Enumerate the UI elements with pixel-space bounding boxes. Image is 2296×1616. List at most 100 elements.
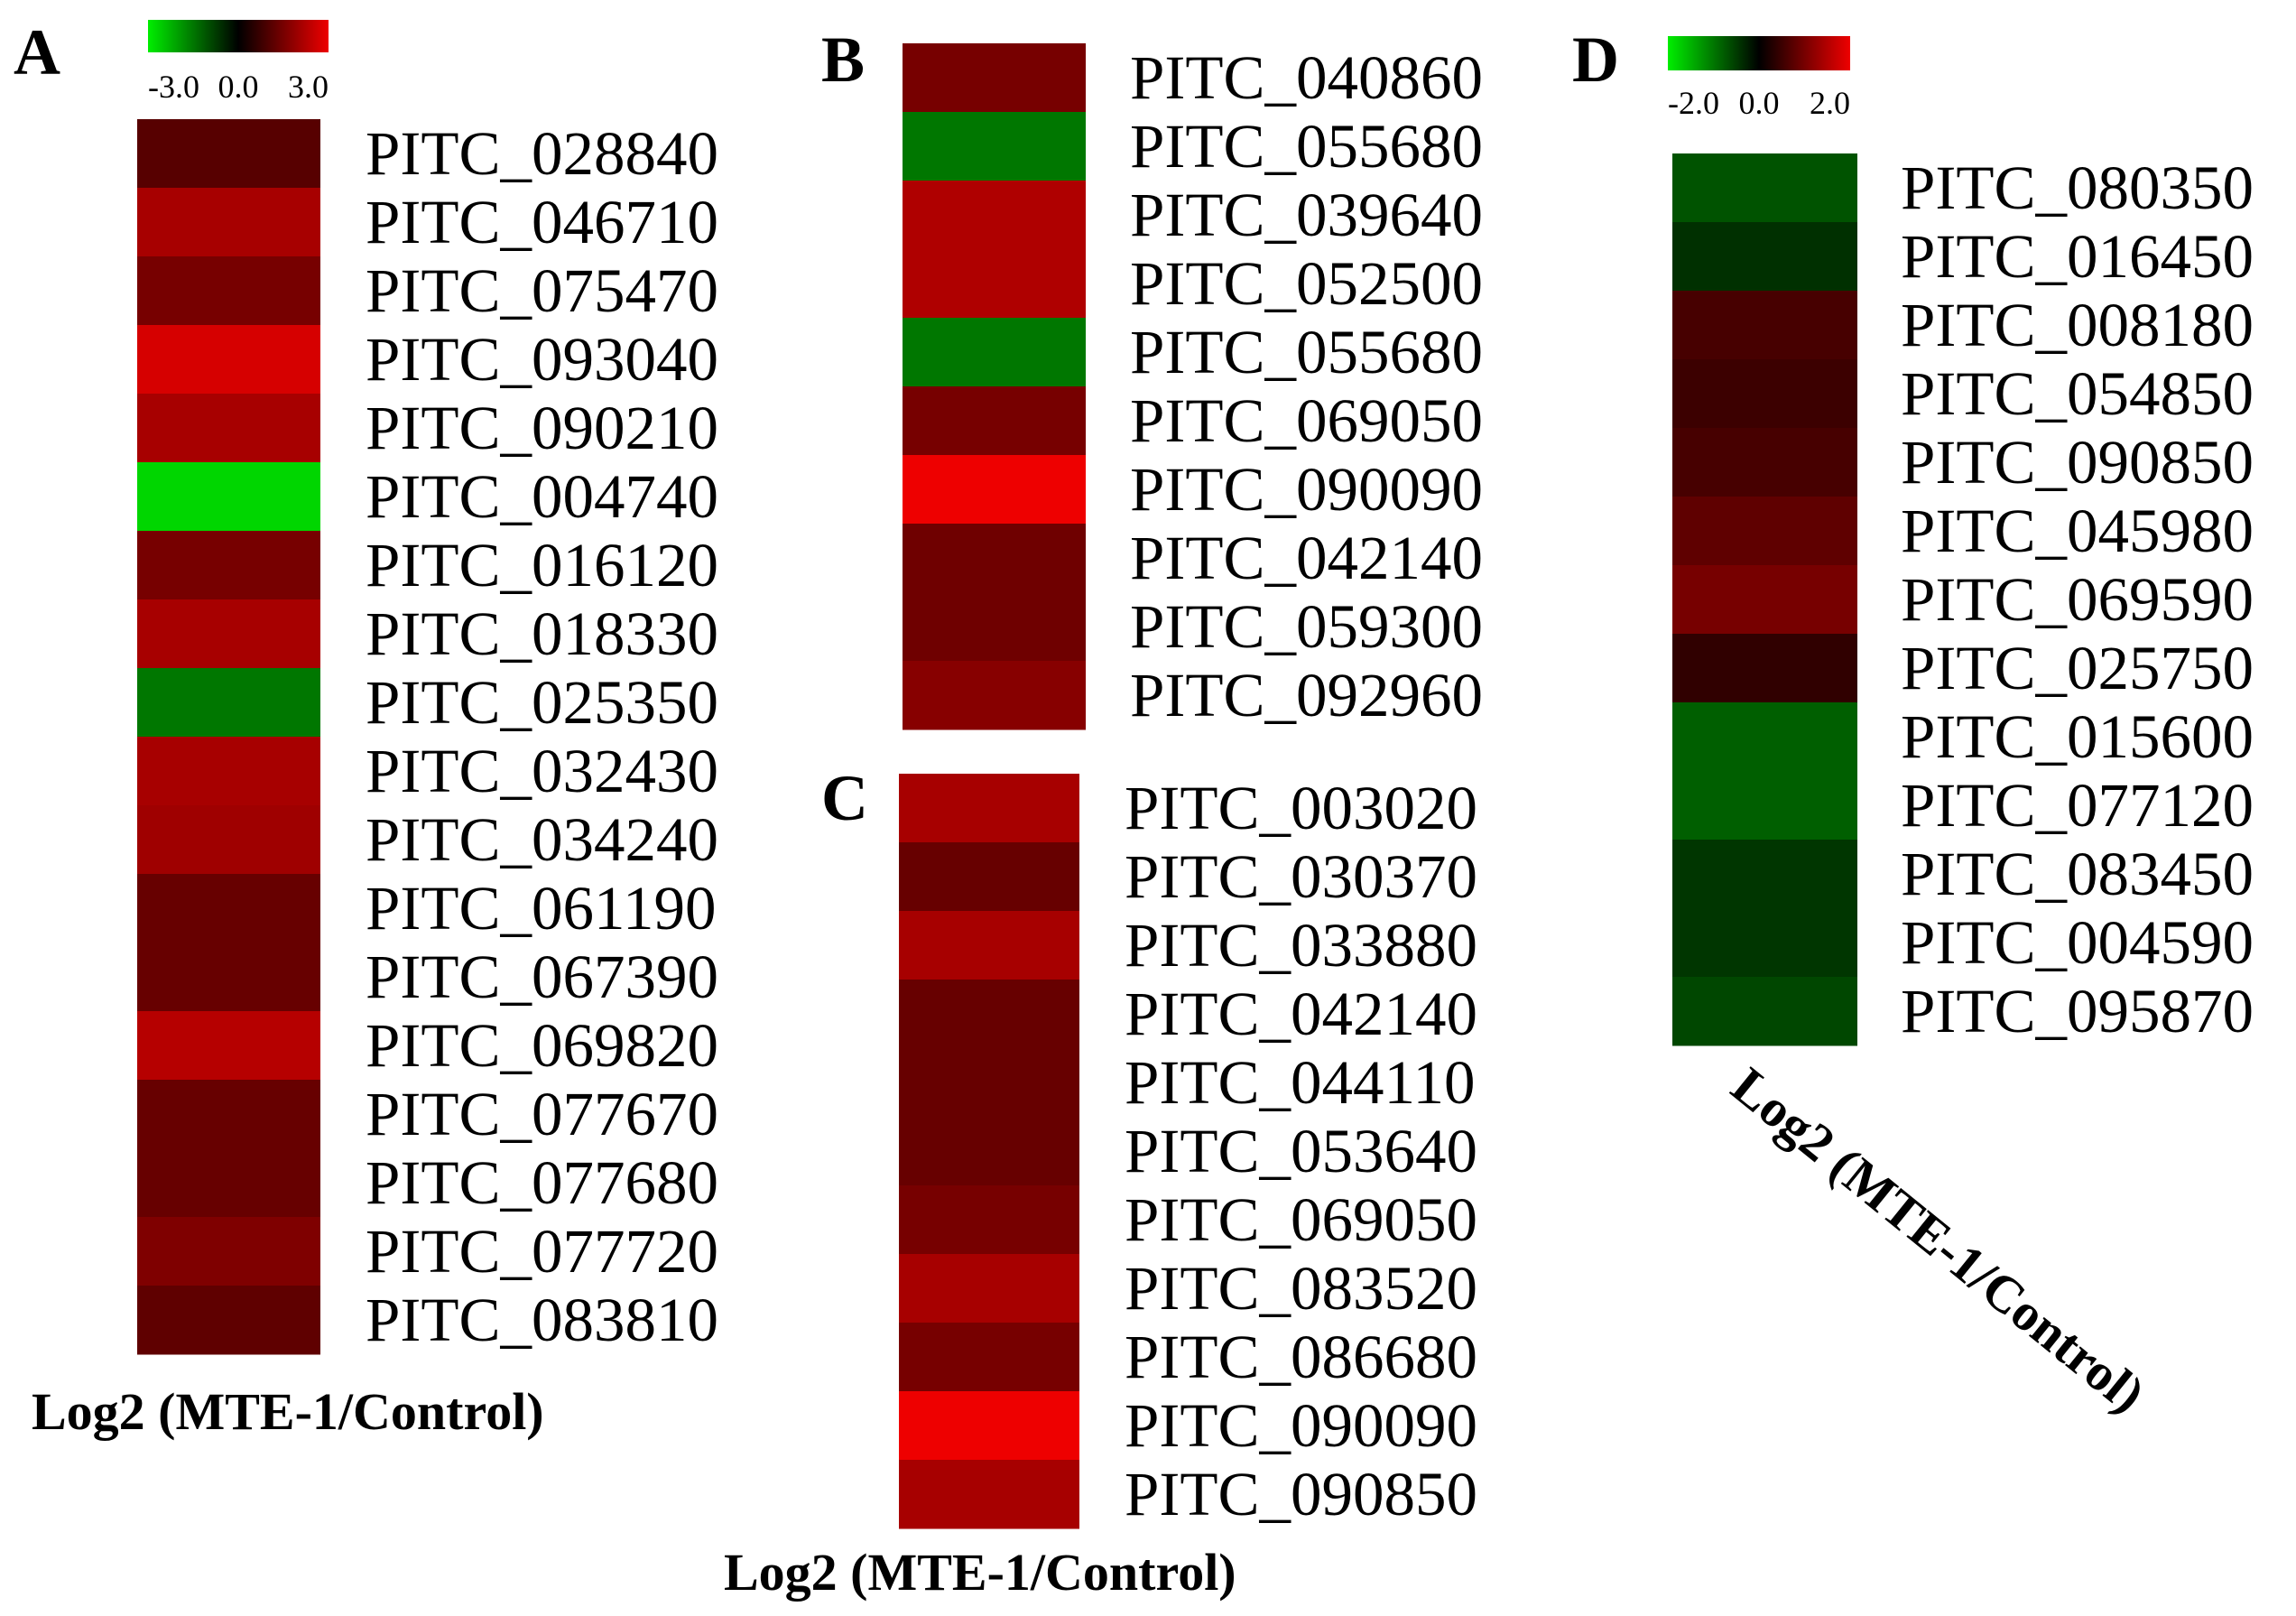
heatmap-cell-c-1 — [899, 774, 1079, 843]
gene-label-c-5: PITC_044110 — [1125, 1048, 1475, 1117]
heatmap-cell-a-18 — [137, 1286, 320, 1355]
heatmap-cell-a-16 — [137, 1148, 320, 1218]
legend-a-bar — [148, 20, 329, 52]
heatmap-cell-c-5 — [899, 1048, 1079, 1118]
gene-label-d-8: PITC_025750 — [1901, 634, 2254, 702]
gene-label-b-2: PITC_055680 — [1130, 112, 1483, 181]
heatmap-panel-c: PITC_003020PITC_030370PITC_033880PITC_04… — [899, 774, 1477, 1529]
gene-label-d-3: PITC_008180 — [1901, 291, 2254, 359]
heatmap-cell-c-2 — [899, 842, 1079, 912]
heatmap-cell-a-1 — [137, 119, 320, 189]
legend-d-mid: 0.0 — [1739, 85, 1780, 121]
panel-d-value-label: Log2 (MTE-1/Control) — [1721, 1056, 2156, 1425]
gene-label-b-5: PITC_055680 — [1130, 318, 1483, 386]
heatmap-cell-d-6 — [1672, 497, 1857, 566]
gene-label-a-13: PITC_067390 — [366, 943, 718, 1011]
gene-label-a-2: PITC_046710 — [366, 188, 718, 256]
heatmap-cell-c-7 — [899, 1185, 1079, 1255]
gene-label-a-12: PITC_061190 — [366, 874, 716, 943]
gene-label-c-3: PITC_033880 — [1125, 911, 1477, 980]
gene-label-a-10: PITC_032430 — [366, 737, 718, 805]
heatmap-cell-a-10 — [137, 737, 320, 806]
heatmap-cell-a-5 — [137, 394, 320, 463]
heatmap-cell-b-10 — [903, 661, 1086, 730]
gene-label-b-9: PITC_059300 — [1130, 592, 1483, 661]
gene-label-d-1: PITC_080350 — [1901, 153, 2254, 222]
gene-label-d-5: PITC_090850 — [1901, 428, 2254, 497]
heatmap-cell-c-10 — [899, 1391, 1079, 1461]
heatmap-cell-d-5 — [1672, 428, 1857, 497]
heatmap-panel-d: PITC_080350PITC_016450PITC_008180PITC_05… — [1672, 153, 2254, 1046]
heatmap-cell-d-7 — [1672, 565, 1857, 635]
gene-label-d-10: PITC_077120 — [1901, 771, 2254, 840]
gene-label-a-14: PITC_069820 — [366, 1011, 718, 1080]
legend-a-min: -3.0 — [148, 69, 199, 105]
heatmap-cell-b-9 — [903, 592, 1086, 662]
heatmap-cell-b-6 — [903, 386, 1086, 456]
heatmap-cell-d-10 — [1672, 771, 1857, 841]
legend-a-max: 3.0 — [288, 69, 329, 105]
heatmap-cell-b-5 — [903, 318, 1086, 387]
heatmap-cell-d-13 — [1672, 977, 1857, 1046]
heatmap-cell-d-3 — [1672, 291, 1857, 360]
gene-label-a-5: PITC_090210 — [366, 394, 718, 462]
heatmap-cell-c-9 — [899, 1323, 1079, 1392]
panel-label-c: C — [821, 762, 868, 834]
gene-label-a-3: PITC_075470 — [366, 256, 718, 325]
heatmap-cell-a-7 — [137, 531, 320, 600]
heatmap-cell-b-3 — [903, 181, 1086, 250]
gene-label-a-4: PITC_093040 — [366, 325, 718, 394]
heatmap-cell-a-8 — [137, 599, 320, 669]
gene-label-a-15: PITC_077670 — [366, 1080, 718, 1148]
gene-label-c-1: PITC_003020 — [1125, 774, 1477, 842]
legend-a: -3.0 0.0 3.0 — [148, 20, 329, 105]
gene-label-d-12: PITC_004590 — [1901, 908, 2254, 977]
gene-label-a-8: PITC_018330 — [366, 599, 718, 668]
heatmap-panel-b: PITC_040860PITC_055680PITC_039640PITC_05… — [903, 43, 1483, 730]
heatmap-cell-c-4 — [899, 980, 1079, 1049]
heatmap-panel-a: PITC_028840PITC_046710PITC_075470PITC_09… — [137, 119, 718, 1355]
panel-label-d: D — [1572, 23, 1619, 96]
heatmap-cell-b-1 — [903, 43, 1086, 113]
gene-label-a-16: PITC_077680 — [366, 1148, 718, 1217]
gene-label-b-3: PITC_039640 — [1130, 181, 1483, 249]
gene-label-c-2: PITC_030370 — [1125, 842, 1477, 911]
gene-label-c-4: PITC_042140 — [1125, 980, 1477, 1048]
heatmap-cell-a-14 — [137, 1011, 320, 1081]
legend-d: -2.0 0.0 2.0 — [1668, 36, 1850, 121]
gene-label-c-6: PITC_053640 — [1125, 1117, 1477, 1185]
heatmap-cell-d-2 — [1672, 222, 1857, 292]
gene-label-b-1: PITC_040860 — [1130, 43, 1483, 112]
heatmap-cell-a-3 — [137, 256, 320, 326]
heatmap-cell-a-9 — [137, 668, 320, 738]
gene-label-b-10: PITC_092960 — [1130, 661, 1483, 729]
heatmap-cell-c-6 — [899, 1117, 1079, 1186]
panel-a-value-label: Log2 (MTE-1/Control) — [32, 1382, 544, 1441]
heatmap-cell-b-4 — [903, 249, 1086, 319]
gene-label-d-13: PITC_095870 — [1901, 977, 2254, 1045]
panel-label-a: A — [14, 16, 60, 88]
legend-a-mid: 0.0 — [218, 69, 259, 105]
heatmap-cell-c-11 — [899, 1460, 1079, 1529]
heatmap-cell-a-11 — [137, 805, 320, 875]
gene-label-a-7: PITC_016120 — [366, 531, 718, 599]
heatmap-cell-d-8 — [1672, 634, 1857, 703]
heatmap-cell-a-6 — [137, 462, 320, 532]
legend-d-max: 2.0 — [1810, 85, 1850, 121]
gene-label-a-9: PITC_025350 — [366, 668, 718, 737]
legend-d-min: -2.0 — [1668, 85, 1719, 121]
gene-label-a-17: PITC_077720 — [366, 1217, 718, 1286]
gene-label-b-7: PITC_090090 — [1130, 455, 1483, 524]
heatmap-cell-c-8 — [899, 1254, 1079, 1323]
heatmap-cell-b-2 — [903, 112, 1086, 181]
heatmap-cell-d-12 — [1672, 908, 1857, 978]
panel-label-b: B — [821, 23, 865, 96]
heatmap-cell-a-15 — [137, 1080, 320, 1149]
heatmap-cell-a-4 — [137, 325, 320, 395]
gene-label-a-1: PITC_028840 — [366, 119, 718, 188]
gene-label-d-6: PITC_045980 — [1901, 497, 2254, 565]
heatmap-cell-b-8 — [903, 524, 1086, 593]
gene-label-c-10: PITC_090090 — [1125, 1391, 1477, 1460]
heatmap-cell-d-9 — [1672, 702, 1857, 772]
gene-label-c-7: PITC_069050 — [1125, 1185, 1477, 1254]
